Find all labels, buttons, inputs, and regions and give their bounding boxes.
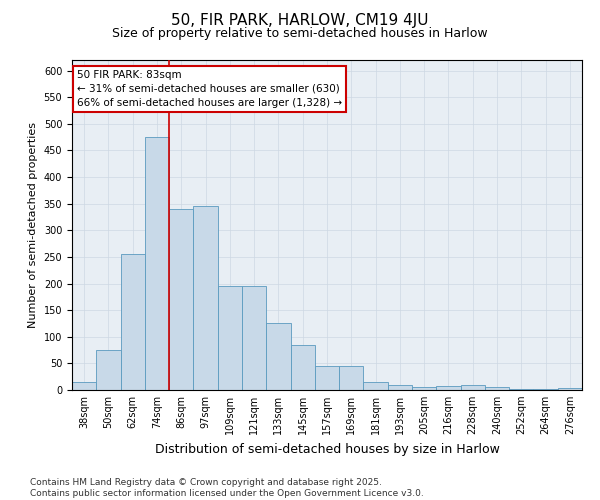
- Text: Contains HM Land Registry data © Crown copyright and database right 2025.
Contai: Contains HM Land Registry data © Crown c…: [30, 478, 424, 498]
- Bar: [436, 386, 461, 390]
- Bar: [242, 286, 266, 390]
- Bar: [72, 382, 96, 390]
- Bar: [485, 388, 509, 390]
- Bar: [339, 366, 364, 390]
- Bar: [145, 137, 169, 390]
- Bar: [412, 388, 436, 390]
- Bar: [121, 254, 145, 390]
- Text: 50 FIR PARK: 83sqm
← 31% of semi-detached houses are smaller (630)
66% of semi-d: 50 FIR PARK: 83sqm ← 31% of semi-detache…: [77, 70, 342, 108]
- Bar: [509, 389, 533, 390]
- Bar: [96, 350, 121, 390]
- X-axis label: Distribution of semi-detached houses by size in Harlow: Distribution of semi-detached houses by …: [155, 442, 499, 456]
- Bar: [315, 366, 339, 390]
- Bar: [388, 384, 412, 390]
- Bar: [364, 382, 388, 390]
- Text: 50, FIR PARK, HARLOW, CM19 4JU: 50, FIR PARK, HARLOW, CM19 4JU: [171, 12, 429, 28]
- Bar: [193, 206, 218, 390]
- Y-axis label: Number of semi-detached properties: Number of semi-detached properties: [28, 122, 38, 328]
- Bar: [558, 388, 582, 390]
- Bar: [266, 324, 290, 390]
- Bar: [461, 384, 485, 390]
- Bar: [218, 286, 242, 390]
- Bar: [290, 345, 315, 390]
- Text: Size of property relative to semi-detached houses in Harlow: Size of property relative to semi-detach…: [112, 28, 488, 40]
- Bar: [169, 209, 193, 390]
